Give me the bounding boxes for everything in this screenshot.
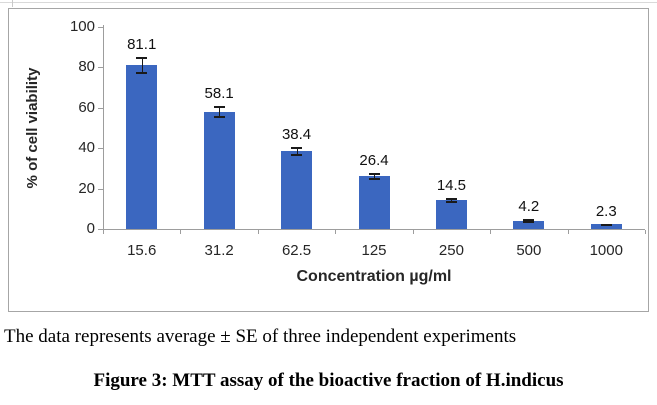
x-axis-title: Concentration µg/ml bbox=[296, 268, 452, 285]
x-tick-mark bbox=[645, 230, 646, 234]
bar-value-label: 81.1 bbox=[127, 36, 157, 54]
x-tick-mark bbox=[103, 230, 104, 234]
bar-value-label: 26.4 bbox=[359, 151, 389, 169]
bar-value-label: 4.2 bbox=[518, 198, 540, 216]
x-tick-mark bbox=[412, 230, 414, 234]
error-bar-cap-bottom bbox=[445, 200, 457, 203]
bar-500 bbox=[513, 220, 545, 229]
x-tick-label: 31.2 bbox=[204, 242, 234, 259]
x-tick-mark bbox=[567, 230, 569, 234]
y-tick-mark bbox=[98, 148, 103, 150]
bar-250 bbox=[435, 199, 467, 229]
bar-value-label: 2.3 bbox=[595, 202, 617, 220]
error-bar-cap-top bbox=[445, 197, 457, 200]
x-tick-mark bbox=[257, 230, 259, 234]
x-tick-label: 1000 bbox=[589, 242, 623, 259]
y-tick-label: 100 bbox=[69, 18, 95, 35]
page-edge-tick bbox=[12, 0, 13, 7]
x-tick-mark bbox=[180, 230, 182, 234]
bar-1000 bbox=[590, 224, 622, 229]
error-bar-cap-bottom bbox=[600, 224, 612, 227]
error-bar-cap-top bbox=[291, 147, 303, 150]
error-bar-cap-bottom bbox=[291, 154, 303, 157]
x-tick-mark bbox=[335, 230, 337, 234]
error-bar-cap-top bbox=[368, 172, 380, 175]
x-tick-label: 250 bbox=[438, 242, 464, 259]
y-tick-label: 80 bbox=[78, 58, 95, 76]
error-bar-cap-bottom bbox=[213, 115, 225, 118]
y-tick-label: 0 bbox=[86, 220, 95, 237]
error-bar-line bbox=[219, 106, 221, 117]
x-tick-label: 15.6 bbox=[127, 242, 157, 259]
bar-31.2 bbox=[203, 111, 235, 229]
bar-15.6 bbox=[126, 65, 158, 229]
y-tick-label: 20 bbox=[78, 179, 95, 197]
y-tick-mark bbox=[98, 229, 103, 230]
bar-62.5 bbox=[281, 151, 313, 229]
bar-125 bbox=[358, 175, 390, 229]
error-bar-cap-top bbox=[523, 219, 535, 222]
y-tick-mark bbox=[98, 107, 103, 109]
caption-note: The data represents average ± SE of thre… bbox=[4, 326, 517, 347]
error-bar-line bbox=[141, 57, 143, 74]
error-bar-cap-bottom bbox=[523, 220, 535, 223]
error-bar-cap-top bbox=[213, 106, 225, 109]
x-tick-label: 125 bbox=[361, 242, 387, 259]
error-bar-cap-top bbox=[136, 57, 148, 60]
x-axis-line bbox=[103, 229, 645, 230]
y-axis-title-text: % of cell viability bbox=[24, 67, 41, 189]
error-bar-cap-bottom bbox=[136, 72, 148, 75]
y-tick-label: 60 bbox=[78, 98, 95, 116]
error-bar-line bbox=[296, 147, 298, 156]
y-tick-mark bbox=[98, 188, 103, 190]
x-tick-label: 500 bbox=[516, 242, 542, 259]
y-tick-mark bbox=[98, 67, 103, 69]
bar-value-label: 58.1 bbox=[204, 85, 234, 103]
error-bar-line bbox=[451, 197, 453, 202]
bar-value-label: 14.5 bbox=[436, 176, 467, 194]
figure-caption: Figure 3: MTT assay of the bioactive fra… bbox=[93, 370, 564, 391]
chart-frame bbox=[8, 8, 649, 312]
x-tick-label: 62.5 bbox=[281, 242, 312, 259]
y-tick-label: 40 bbox=[78, 139, 95, 157]
y-axis-line bbox=[103, 25, 104, 230]
error-bar-line bbox=[374, 172, 375, 179]
y-tick-mark bbox=[98, 27, 103, 28]
page-edge-line bbox=[0, 2, 657, 3]
error-bar-cap-bottom bbox=[368, 177, 380, 180]
bar-value-label: 38.4 bbox=[281, 126, 312, 144]
x-tick-mark bbox=[490, 230, 492, 234]
